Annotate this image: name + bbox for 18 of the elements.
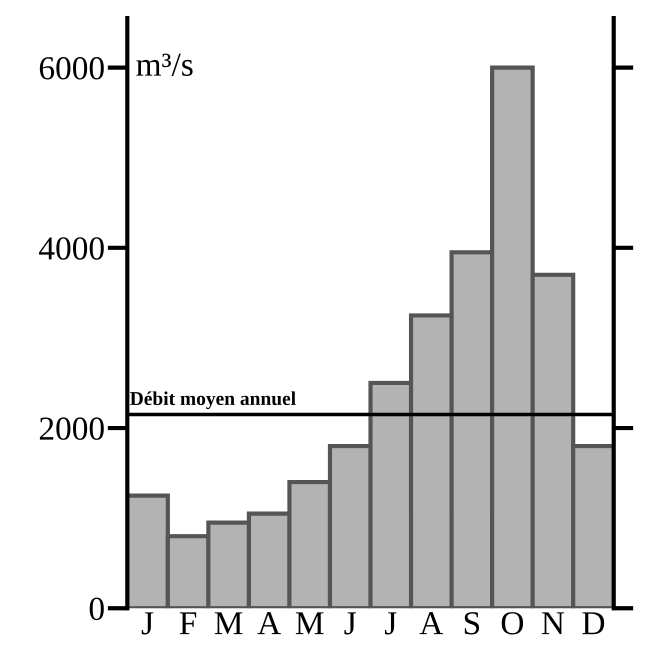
x-tick-label: S bbox=[464, 612, 480, 634]
x-tick-label: D bbox=[582, 612, 604, 634]
x-tick-label: J bbox=[142, 612, 154, 634]
x-tick-label: F bbox=[180, 612, 196, 634]
x-tick-label: O bbox=[502, 612, 524, 634]
y-tick-label: 2000 bbox=[40, 417, 104, 440]
x-tick-label: A bbox=[257, 612, 281, 634]
x-tick-label: M bbox=[214, 612, 242, 634]
x-tick-label: A bbox=[420, 612, 444, 634]
y-tick-label: 0 bbox=[90, 598, 104, 620]
x-tick-label: M bbox=[296, 612, 324, 634]
ref-line-label: Débit moyen annuel bbox=[130, 391, 296, 410]
y-tick-label: 6000 bbox=[40, 57, 104, 80]
y-tick-label: 4000 bbox=[39, 237, 104, 260]
x-tick-label: J bbox=[344, 612, 356, 634]
y-axis-title: m³/s bbox=[136, 54, 193, 76]
x-tick-label: N bbox=[542, 612, 564, 634]
x-tick-label: J bbox=[384, 612, 397, 634]
